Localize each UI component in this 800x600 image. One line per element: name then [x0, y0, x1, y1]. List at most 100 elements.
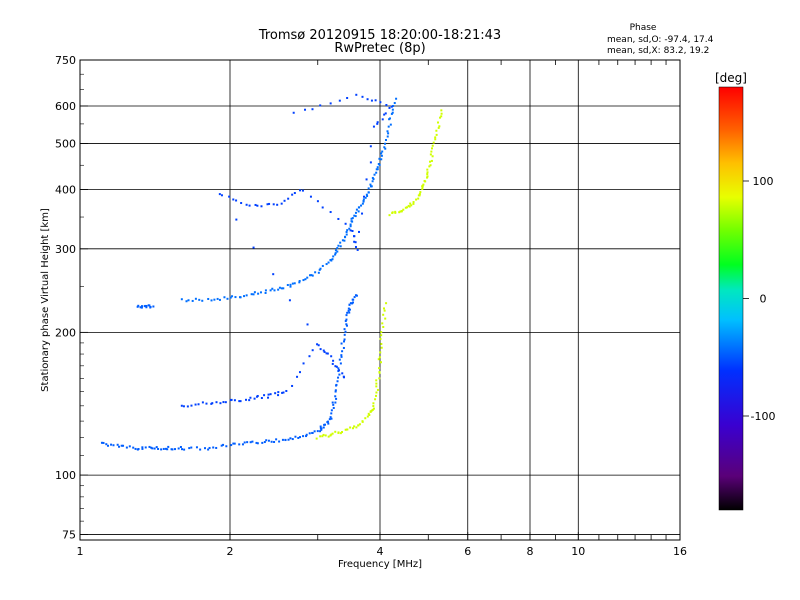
- trace-point: [296, 375, 299, 378]
- trace-point: [367, 187, 370, 190]
- trace-point: [358, 423, 361, 426]
- trace-point: [378, 367, 381, 370]
- trace-point: [353, 214, 356, 217]
- colorbar-label: [deg]: [715, 71, 747, 85]
- trace-point: [331, 362, 334, 365]
- trace-point: [384, 112, 387, 115]
- trace-point: [308, 355, 311, 358]
- trace-point: [211, 402, 214, 405]
- trace-point: [243, 295, 246, 298]
- trace-point: [344, 222, 347, 225]
- y-axis-ticks: 75 100 200 300 400 500 600 750: [55, 54, 88, 541]
- trace-point: [352, 301, 355, 304]
- trace-point: [222, 443, 225, 446]
- trace-point: [361, 95, 364, 98]
- trace-point: [222, 401, 225, 404]
- trace-point: [145, 306, 148, 309]
- trace-point: [329, 102, 332, 105]
- trace-point: [302, 362, 305, 365]
- trace-point: [380, 342, 383, 345]
- trace-point: [379, 351, 382, 354]
- trace-point: [362, 200, 365, 203]
- trace-point: [264, 289, 267, 292]
- trace-point: [334, 389, 337, 392]
- trace-point: [319, 430, 322, 433]
- trace-point: [235, 199, 238, 202]
- x-tick-label: 2: [227, 545, 234, 558]
- trace-point: [238, 443, 241, 446]
- trace-point: [271, 287, 274, 290]
- trace-point: [311, 108, 314, 111]
- trace-point: [399, 210, 402, 213]
- trace-point: [434, 136, 437, 139]
- trace-point: [218, 193, 221, 196]
- trace-point: [384, 142, 387, 145]
- trace-point: [194, 403, 197, 406]
- trace-point: [379, 101, 382, 104]
- trace-point: [365, 178, 368, 181]
- trace-point: [393, 102, 396, 105]
- trace-point: [292, 111, 295, 114]
- trace-point: [346, 229, 349, 232]
- trace-point: [148, 445, 151, 448]
- trace-point: [366, 98, 369, 101]
- trace-point: [421, 188, 424, 191]
- trace-point: [351, 229, 354, 232]
- trace-point: [299, 189, 302, 192]
- trace-point: [422, 183, 425, 186]
- trace-point: [430, 159, 433, 162]
- trace-point: [377, 163, 380, 166]
- trace-point: [140, 306, 143, 309]
- trace-point: [128, 445, 131, 448]
- trace-point: [230, 444, 233, 447]
- trace-point: [284, 438, 287, 441]
- x-tick-label: 4: [377, 545, 384, 558]
- trace-point: [179, 445, 182, 448]
- trace-point: [318, 268, 321, 271]
- trace-point: [191, 299, 194, 302]
- trace-point: [220, 444, 223, 447]
- y-tick-label: 600: [55, 100, 76, 113]
- trace-point: [302, 435, 305, 438]
- trace-point: [293, 282, 296, 285]
- trace-point: [369, 145, 372, 148]
- trace-point: [245, 294, 248, 297]
- trace-point: [417, 197, 420, 200]
- trace-point: [194, 297, 197, 300]
- x-axis-ticks: 1 2 4 6 8 10 16: [77, 60, 687, 558]
- trace-point: [332, 406, 335, 409]
- trace-point: [383, 113, 386, 116]
- trace-point: [248, 399, 251, 402]
- trace-point: [244, 398, 247, 401]
- trace-point: [298, 280, 301, 283]
- trace-point: [277, 394, 280, 397]
- trace-point: [187, 299, 190, 302]
- trace-point: [283, 199, 286, 202]
- trace-point: [354, 215, 357, 218]
- trace-point: [167, 445, 170, 448]
- trace-point: [347, 309, 350, 312]
- trace-point: [353, 240, 356, 243]
- phase-stats-title: Phase: [630, 23, 657, 33]
- trace-point: [395, 97, 398, 100]
- trace-point: [346, 428, 349, 431]
- trace-point: [408, 205, 411, 208]
- trace-point: [313, 430, 316, 433]
- trace-point: [327, 435, 330, 438]
- trace-point: [215, 401, 218, 404]
- trace-point: [355, 426, 358, 429]
- trace-point: [345, 318, 348, 321]
- trace-point: [205, 402, 208, 405]
- trace-point: [174, 448, 177, 451]
- trace-point: [269, 289, 272, 292]
- trace-point: [273, 441, 276, 444]
- trace-point: [382, 325, 385, 328]
- trace-point: [195, 446, 198, 449]
- trace-point: [341, 350, 344, 353]
- trace-point: [349, 229, 352, 232]
- trace-point: [350, 217, 353, 220]
- trace-point: [335, 397, 338, 400]
- trace-point: [347, 307, 350, 310]
- phase-stats-o: mean, sd,O: -97.4, 17.4: [607, 35, 714, 45]
